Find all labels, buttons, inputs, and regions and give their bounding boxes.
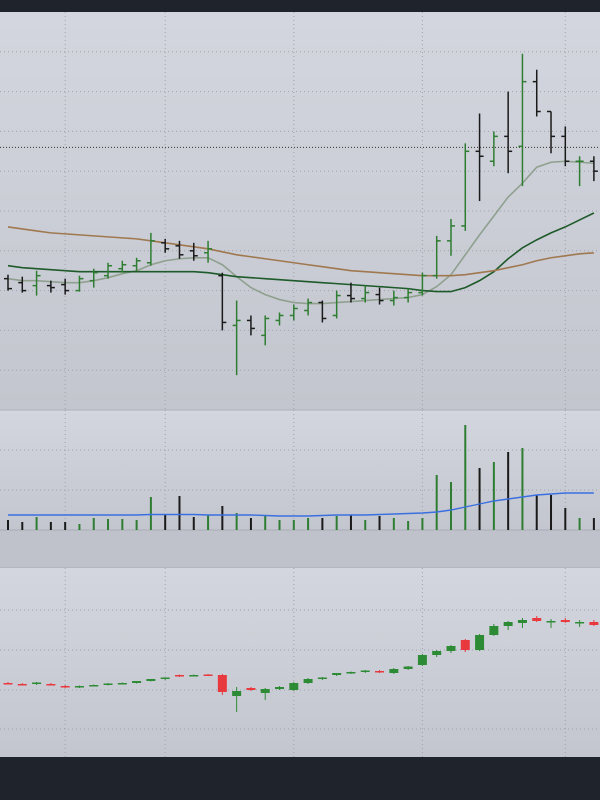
volume-bar xyxy=(49,522,52,530)
volume-bar xyxy=(178,496,181,530)
candle-body xyxy=(60,686,70,688)
volume-bar xyxy=(564,508,567,530)
candle-body xyxy=(546,621,556,623)
volume-bar xyxy=(321,518,324,530)
volume-bar xyxy=(249,518,252,530)
candle-body xyxy=(575,622,585,624)
candle-body xyxy=(132,681,142,683)
volume-bar xyxy=(364,520,367,530)
volume-bar xyxy=(550,495,553,530)
volume-bar xyxy=(521,448,524,530)
volume-bar xyxy=(7,520,9,530)
candle-body xyxy=(460,640,470,650)
candle-body xyxy=(517,620,527,623)
candle-body xyxy=(232,691,242,696)
candle-body xyxy=(446,646,456,651)
line-series xyxy=(8,492,594,517)
volume-bar xyxy=(407,521,410,530)
volume-bar xyxy=(149,497,152,530)
candle-body xyxy=(346,672,356,674)
volume-bar xyxy=(335,516,338,530)
candle-body xyxy=(589,622,599,625)
volume-bar xyxy=(207,515,210,530)
volume-bar xyxy=(21,522,24,530)
candle-body xyxy=(174,675,184,677)
candle-body xyxy=(217,675,227,692)
volume-bar xyxy=(121,519,124,530)
volume-bar xyxy=(592,518,595,530)
candle-body xyxy=(475,635,485,650)
volume-bar xyxy=(35,517,38,530)
volume-bar xyxy=(478,468,481,530)
candle-body xyxy=(417,655,427,665)
candle-body xyxy=(375,671,385,673)
candle-body xyxy=(160,677,170,679)
volume-bar xyxy=(164,515,167,530)
separator-panel xyxy=(0,530,600,568)
volume-bar xyxy=(292,520,295,530)
volume-bar xyxy=(264,515,267,530)
volume-bar xyxy=(92,518,95,530)
candle-body xyxy=(403,666,413,669)
candle-body xyxy=(117,683,127,685)
candle-body xyxy=(532,618,542,621)
candle-body xyxy=(560,620,570,622)
candle-body xyxy=(275,687,285,689)
candle-body xyxy=(3,683,13,685)
line-series xyxy=(7,160,594,305)
volume-bar xyxy=(349,515,352,530)
candle-body xyxy=(89,685,99,687)
volume-bar xyxy=(492,462,495,530)
candle-body xyxy=(332,673,342,675)
volume-bar xyxy=(64,522,67,530)
candle-body xyxy=(289,683,299,690)
volume-bar xyxy=(107,519,110,530)
candle-body xyxy=(389,669,399,673)
candle-body xyxy=(74,686,84,688)
candle-body xyxy=(303,679,313,683)
candle-body xyxy=(489,626,499,635)
candle-body xyxy=(360,670,370,672)
candle-body xyxy=(203,674,213,676)
candle-body xyxy=(246,688,256,690)
volume-bar xyxy=(392,518,395,530)
volume-bar xyxy=(421,518,424,530)
candle-body xyxy=(46,684,56,686)
candle-body xyxy=(260,689,270,693)
candle-body xyxy=(317,677,327,679)
volume-panel xyxy=(0,410,600,530)
candle-body xyxy=(32,682,42,684)
volume-bar xyxy=(464,425,467,530)
line-series xyxy=(7,226,594,277)
candle-body xyxy=(432,651,442,655)
volume-bar xyxy=(192,517,195,530)
volume-bar xyxy=(307,518,310,530)
candle-body xyxy=(503,622,513,626)
volume-bar xyxy=(535,495,538,530)
volume-bar xyxy=(278,520,281,530)
volume-bar xyxy=(235,513,238,530)
volume-bar xyxy=(78,524,81,530)
volume-bar xyxy=(221,506,224,530)
volume-bar xyxy=(135,520,138,530)
candle-body xyxy=(189,675,199,677)
volume-bar xyxy=(435,475,438,530)
volume-bar xyxy=(378,516,381,530)
candle-body xyxy=(103,683,113,685)
volume-bar xyxy=(578,518,581,530)
volume-bar xyxy=(449,482,452,530)
candle-panel xyxy=(0,568,600,757)
volume-bar xyxy=(507,452,510,530)
candle-body xyxy=(146,679,156,681)
candle-body xyxy=(17,684,27,686)
